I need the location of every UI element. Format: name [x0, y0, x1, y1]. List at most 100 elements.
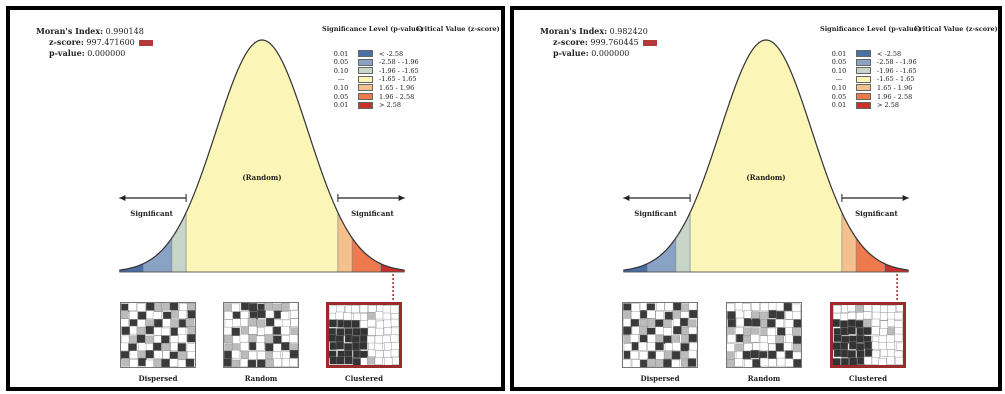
z-score-label: z-score:	[553, 37, 588, 47]
left-arrowhead	[623, 195, 630, 201]
p-value-value: 0.000000	[591, 49, 630, 58]
legend-p-value: 0.10	[333, 83, 349, 92]
label-clustered: Clustered	[345, 374, 383, 383]
z-score-label: z-score:	[49, 37, 84, 47]
legend-swatch	[358, 84, 373, 92]
legend-z-range: -2.58 - -1.96	[877, 58, 917, 67]
curve-region	[171, 212, 187, 273]
right-arrowhead	[398, 195, 405, 201]
legend-swatch	[856, 93, 871, 100]
legend-critical-header: Critical Value (z-score)	[416, 25, 500, 33]
label-dispersed: Dispersed	[138, 374, 178, 383]
legend-z-range: -1.65 - 1.65	[379, 75, 417, 84]
legend-swatch	[358, 75, 373, 83]
map-clustered	[326, 302, 402, 368]
p-value-row: p-value: 0.000000	[36, 48, 153, 59]
legend-p-value: 0.05	[831, 92, 847, 101]
legend-swatch	[358, 93, 373, 100]
normal-curve-diagram: Significant (Random) Significant	[623, 39, 909, 300]
dispersed-map-icon	[120, 301, 197, 369]
morans-index-row: Moran's Index: 0.990148	[36, 26, 153, 37]
legend-p-value: 0.10	[333, 66, 349, 75]
legend-p-value: 0.01	[831, 101, 847, 110]
legend-p-value: 0.05	[333, 92, 349, 101]
random-map-icon	[725, 301, 803, 368]
label-random-zone: (Random)	[746, 173, 785, 182]
legend-z-range: < -2.58	[877, 49, 902, 58]
z-score-row: z-score: 999.760445	[540, 37, 657, 48]
legend-row: --- -1.65 - 1.65	[328, 75, 417, 84]
legend-z-range: > 2.58	[379, 101, 401, 110]
legend-swatch	[856, 75, 871, 83]
legend-z-range: < -2.58	[379, 49, 404, 58]
legend-row: 0.05 1.96 - 2.58	[328, 93, 414, 100]
label-clustered: Clustered	[849, 374, 887, 383]
normal-curve-diagram: Significant (Random) Significant	[119, 39, 405, 300]
morans-index-value: 0.990148	[105, 27, 144, 36]
legend-row: 0.01 > 2.58	[826, 101, 899, 110]
map-dispersed	[622, 301, 698, 369]
curve-region	[675, 212, 691, 273]
panel-left: Moran's Index: 0.990148 z-score: 997.471…	[6, 6, 505, 391]
legend-p-value: 0.01	[831, 49, 847, 58]
legend-row: 0.10 -1.96 - -1.65	[328, 66, 419, 75]
morans-index-value: 0.982420	[609, 27, 648, 36]
curve-outline	[623, 39, 909, 271]
map-clustered	[830, 302, 906, 368]
legend-row: 0.01 < -2.58	[328, 50, 403, 57]
map-dispersed	[120, 301, 197, 369]
z-score-value: 997.471600	[86, 38, 135, 47]
legend-row: --- -1.65 - 1.65	[826, 75, 915, 84]
legend-p-value: 0.01	[333, 49, 349, 58]
curve-region	[689, 39, 843, 273]
legend-critical-header: Critical Value (z-score)	[914, 25, 998, 33]
morans-index-label: Moran's Index:	[540, 26, 608, 36]
legend-row: 0.05 -2.58 - -1.96	[826, 58, 917, 67]
morans-index-label: Moran's Index:	[36, 26, 104, 36]
legend-p-value: 0.10	[831, 83, 847, 92]
map-random	[725, 301, 803, 368]
z-score-value: 999.760445	[590, 38, 639, 47]
label-random-zone: (Random)	[242, 173, 281, 182]
clustered-map-icon	[831, 303, 905, 367]
legend-swatch	[856, 84, 871, 92]
legend-swatch	[358, 101, 373, 109]
p-value-value: 0.000000	[87, 49, 126, 58]
legend-z-range: 1.65 - 1.96	[379, 83, 415, 92]
morans-index-row: Moran's Index: 0.982420	[540, 26, 657, 37]
stats-block: Moran's Index: 0.990148 z-score: 997.471…	[36, 26, 153, 59]
legend-row: 0.05 -2.58 - -1.96	[328, 58, 419, 67]
legend-p-value: 0.05	[831, 58, 847, 67]
legend-z-range: -2.58 - -1.96	[379, 58, 419, 67]
legend-p-value: 0.05	[333, 58, 349, 67]
curve-region	[337, 212, 353, 273]
label-left-significant: Significant	[634, 209, 677, 218]
left-arrowhead	[119, 195, 126, 201]
legend-z-range: 1.96 - 2.58	[379, 92, 415, 101]
legend-swatch	[856, 101, 871, 109]
label-random: Random	[747, 374, 781, 383]
p-value-row: p-value: 0.000000	[540, 48, 657, 59]
legend-swatch	[358, 50, 373, 57]
legend-z-range: 1.96 - 2.58	[877, 92, 913, 101]
stats-block: Moran's Index: 0.982420 z-score: 999.760…	[540, 26, 657, 59]
curve-region	[841, 212, 857, 273]
legend-significance-header: Significance Level (p-value)	[820, 25, 921, 33]
legend-z-range: -1.65 - 1.65	[877, 75, 915, 84]
legend-row: 0.01 < -2.58	[826, 50, 901, 57]
legend-z-range: 1.65 - 1.96	[877, 83, 913, 92]
legend-row: 0.01 > 2.58	[328, 101, 401, 110]
legend-p-value: ---	[835, 75, 843, 84]
z-score-marker	[138, 40, 153, 46]
map-random	[223, 301, 300, 369]
legend-swatch	[856, 67, 871, 75]
curve-region	[185, 39, 339, 273]
legend-swatch	[358, 67, 373, 75]
legend-z-range: -1.96 - -1.65	[877, 66, 917, 75]
legend-row: 0.10 1.65 - 1.96	[826, 83, 913, 92]
random-map-icon	[223, 301, 300, 369]
legend-significance-header: Significance Level (p-value)	[322, 25, 423, 33]
legend-row: 0.05 1.96 - 2.58	[826, 93, 912, 100]
dispersed-map-icon	[622, 301, 698, 369]
clustered-map-icon	[327, 304, 401, 367]
